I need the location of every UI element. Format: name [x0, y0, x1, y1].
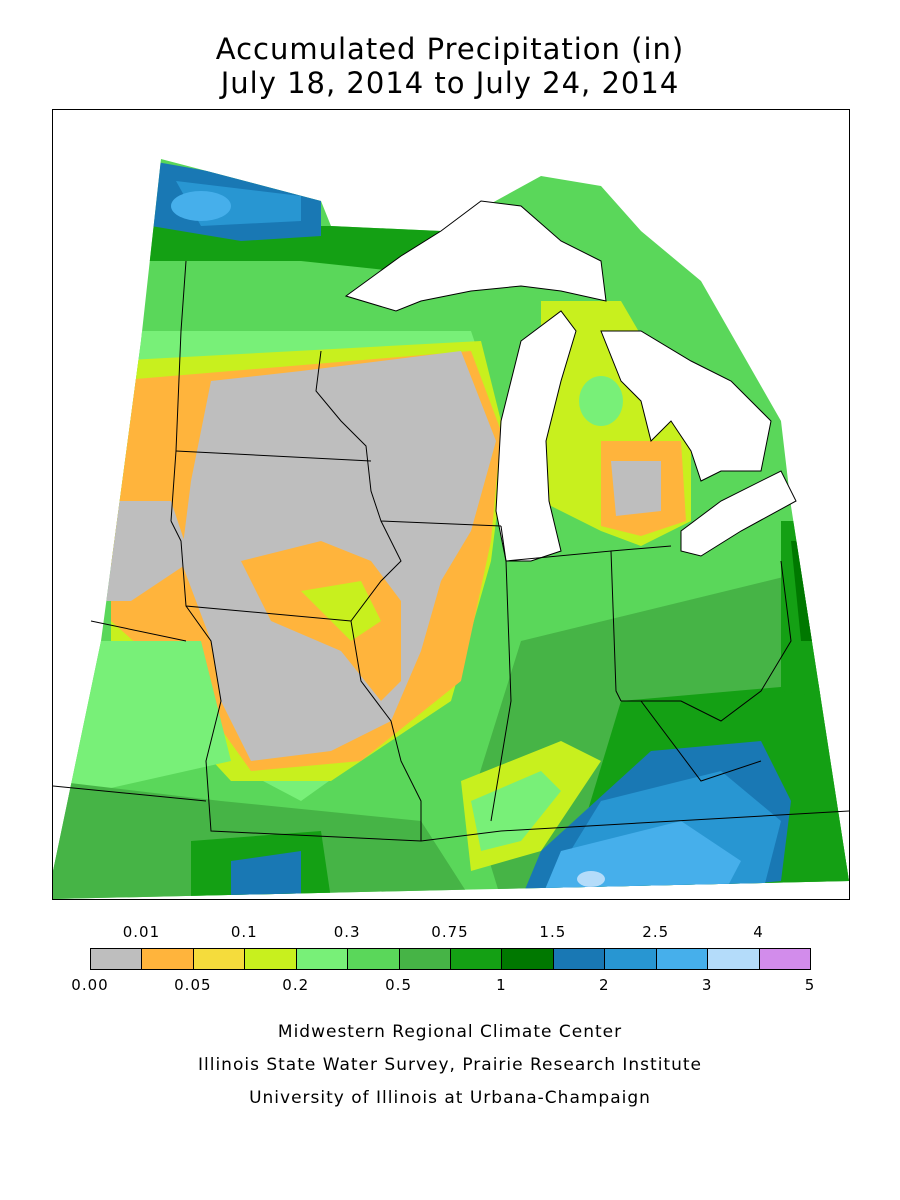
legend-swatch — [90, 948, 143, 970]
legend-lower-label: 1 — [496, 976, 507, 994]
legend-swatch — [192, 948, 246, 970]
legend-swatch — [758, 948, 811, 970]
legend-lower-label: 3 — [701, 976, 713, 994]
credit-isws: Illinois State Water Survey, Prairie Res… — [198, 1055, 702, 1075]
legend-swatch — [501, 948, 554, 970]
legend-swatch — [552, 948, 606, 970]
credit-uiuc: University of Illinois at Urbana-Champai… — [249, 1088, 651, 1108]
map-title: Accumulated Precipitation (in) — [215, 32, 685, 66]
legend-upper-label: 0.75 — [431, 923, 469, 941]
legend-lower-label: 0.00 — [71, 976, 109, 994]
legend-lower-label: 0.2 — [282, 976, 310, 994]
map-date-range: July 18, 2014 to July 24, 2014 — [220, 66, 680, 100]
legend-upper-label: 0.3 — [333, 923, 361, 941]
legend-lower-label: 0.05 — [174, 976, 212, 994]
legend-upper-label: 0.01 — [122, 923, 161, 941]
legend-swatch — [655, 948, 709, 970]
legend-upper-label: 0.1 — [230, 923, 258, 941]
precipitation-map-canvas — [53, 159, 849, 899]
legend-swatch — [450, 948, 503, 970]
legend-upper-label: 1.5 — [539, 923, 567, 941]
legend-swatch — [347, 948, 400, 970]
legend-swatch — [604, 948, 657, 970]
legend-swatch — [244, 948, 297, 970]
precipitation-map — [52, 109, 850, 900]
legend-lower-label: 0.5 — [385, 976, 412, 994]
credit-mrcc: Midwestern Regional Climate Center — [277, 1022, 623, 1042]
state-borders — [53, 260, 849, 842]
legend-lower-label: 2 — [599, 976, 610, 994]
legend-swatch — [295, 948, 349, 970]
legend-upper-label: 4 — [753, 923, 764, 941]
great-lakes — [344, 200, 797, 562]
legend-upper-label: 2.5 — [642, 923, 670, 941]
legend-swatch — [141, 948, 194, 970]
legend-swatch — [707, 948, 760, 970]
legend-swatch — [398, 948, 451, 970]
legend-lower-label: 5 — [804, 976, 816, 994]
